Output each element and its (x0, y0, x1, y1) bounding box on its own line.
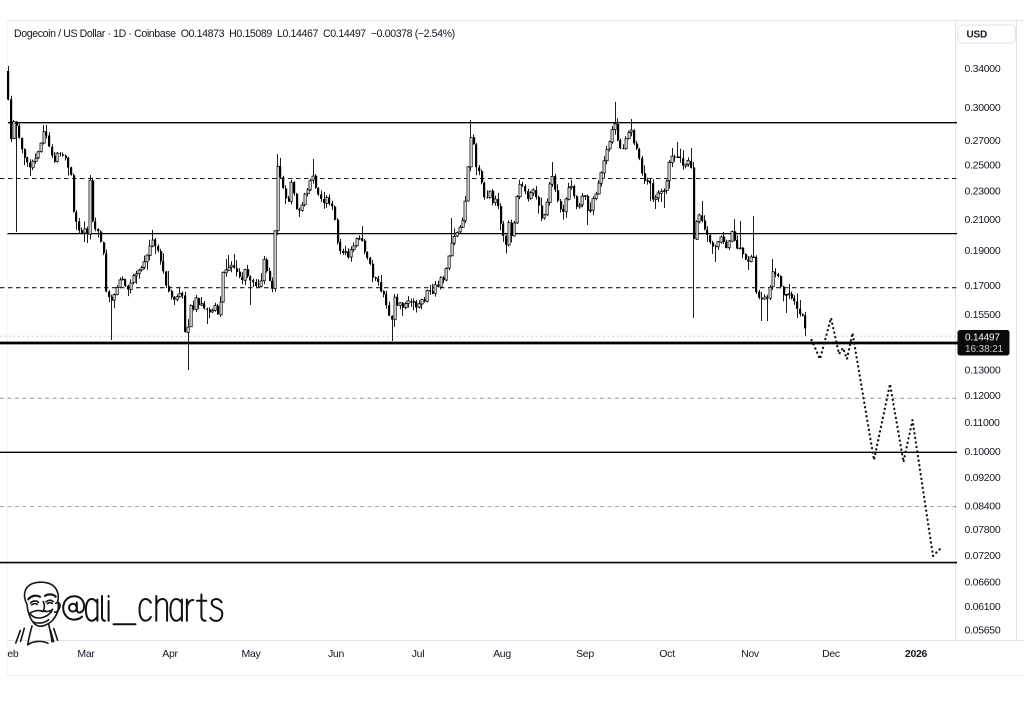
svg-text:0.13000: 0.13000 (965, 365, 1001, 377)
svg-text:0.05650: 0.05650 (965, 625, 1001, 637)
svg-text:0.11000: 0.11000 (965, 417, 1001, 429)
svg-text:Jun: Jun (328, 648, 344, 660)
svg-text:Dogecoin / US Dollar · 1D · Co: Dogecoin / US Dollar · 1D · Coinbase O0.… (14, 28, 455, 40)
svg-text:0.17000: 0.17000 (965, 280, 1001, 292)
svg-text:Jul: Jul (412, 648, 425, 660)
svg-text:0.10000: 0.10000 (965, 446, 1001, 458)
svg-text:0.21000: 0.21000 (965, 214, 1001, 226)
svg-text:0.25000: 0.25000 (965, 160, 1001, 172)
svg-text:0.07800: 0.07800 (965, 524, 1001, 536)
svg-text:0.15500: 0.15500 (965, 309, 1001, 321)
svg-text:0.08400: 0.08400 (965, 501, 1001, 513)
svg-text:Dec: Dec (822, 648, 840, 660)
svg-text:USD: USD (967, 30, 988, 41)
svg-text:0.23000: 0.23000 (965, 186, 1001, 198)
svg-text:2026: 2026 (905, 648, 928, 660)
svg-text:0.27000: 0.27000 (965, 135, 1001, 147)
svg-text:0.06100: 0.06100 (965, 601, 1001, 613)
svg-text:0.30000: 0.30000 (965, 102, 1001, 114)
svg-text:Apr: Apr (162, 648, 178, 660)
svg-text:0.06600: 0.06600 (965, 577, 1001, 589)
svg-text:Aug: Aug (493, 648, 511, 660)
svg-text:eb: eb (7, 648, 19, 660)
svg-text:Sep: Sep (576, 648, 594, 660)
svg-text:0.12000: 0.12000 (965, 390, 1001, 402)
svg-text:Mar: Mar (77, 648, 95, 660)
svg-text:May: May (242, 648, 262, 660)
svg-text:0.14497: 0.14497 (965, 333, 1000, 344)
svg-text:0.09200: 0.09200 (965, 472, 1001, 484)
svg-text:0.07200: 0.07200 (965, 550, 1001, 562)
svg-text:Oct: Oct (659, 648, 675, 660)
svg-text:Nov: Nov (741, 648, 760, 660)
svg-text:0.34000: 0.34000 (965, 63, 1001, 75)
svg-text:0.19000: 0.19000 (965, 245, 1001, 257)
svg-text:16:38:21: 16:38:21 (965, 344, 1004, 355)
